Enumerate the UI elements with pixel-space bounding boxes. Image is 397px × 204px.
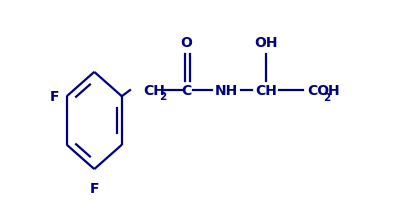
Text: 2: 2 [159,92,166,102]
Text: CH: CH [255,84,277,98]
Text: O: O [181,35,193,49]
Text: H: H [328,84,340,98]
Text: CO: CO [308,84,330,98]
Text: CH: CH [143,84,165,98]
Text: F: F [90,181,99,195]
Text: NH: NH [215,84,238,98]
Text: OH: OH [254,35,278,49]
Text: C: C [181,84,192,98]
Text: 2: 2 [323,92,330,102]
Text: F: F [49,90,59,104]
